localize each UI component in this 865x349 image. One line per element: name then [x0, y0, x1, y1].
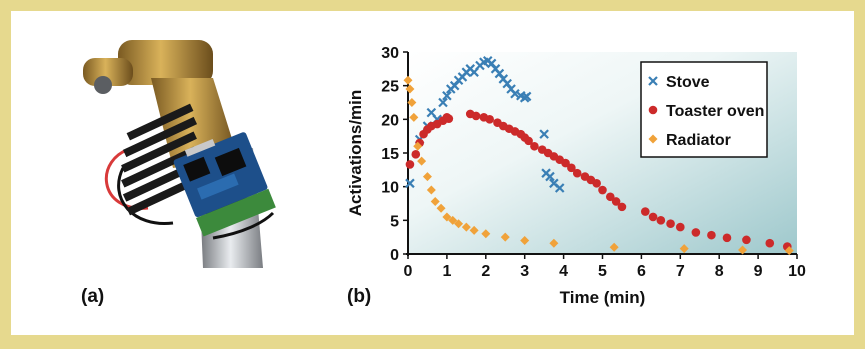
legend-marker-toaster-oven	[648, 105, 658, 115]
radiator-point	[407, 98, 417, 107]
toaster-oven-point	[742, 235, 751, 245]
x-tick-label: 10	[788, 263, 806, 280]
x-tick-label: 1	[442, 263, 451, 280]
radiator-point	[413, 141, 423, 151]
radiator-point	[405, 84, 415, 94]
x-tick-label: 0	[404, 263, 413, 280]
panel-a-label: (a)	[81, 286, 105, 307]
radiator-point	[409, 112, 419, 122]
toaster-oven-point	[572, 168, 582, 178]
radiator-point	[436, 203, 446, 213]
legend-label-stove: Stove	[666, 74, 710, 91]
y-axis-label: Activations/min	[346, 90, 365, 217]
toaster-oven-point	[605, 192, 615, 202]
sensor-board-on-pipe-photo	[83, 40, 276, 268]
x-tick-label: 9	[754, 263, 763, 280]
radiator-point	[442, 212, 452, 222]
toaster-oven-point	[471, 111, 481, 121]
x-tick-label: 7	[676, 263, 685, 280]
x-tick-label: 8	[715, 263, 724, 280]
radiator-point	[448, 215, 458, 225]
toaster-oven-point	[765, 238, 775, 248]
toaster-oven-point	[691, 228, 701, 237]
radiator-point	[403, 75, 413, 85]
stove-point	[405, 178, 415, 189]
toaster-oven-point	[640, 207, 650, 216]
radiator-point	[422, 172, 432, 182]
toaster-oven-point	[611, 197, 621, 206]
toaster-oven-point	[411, 150, 421, 159]
x-tick-label: 2	[481, 263, 490, 280]
radiator-point	[481, 229, 491, 239]
legend-label-radiator: Radiator	[666, 132, 731, 149]
radiator-point	[500, 232, 510, 242]
radiator-point	[454, 219, 464, 229]
x-tick-label: 3	[520, 263, 529, 280]
stove-point	[554, 183, 565, 193]
toaster-oven-point	[561, 158, 570, 168]
toaster-oven-point	[617, 202, 627, 212]
legend-marker-stove	[648, 76, 658, 86]
radiator-point	[417, 156, 427, 166]
toaster-oven-point	[666, 219, 675, 228]
toaster-oven-point	[444, 114, 454, 123]
radiator-point	[679, 244, 689, 254]
radiator-point	[784, 246, 794, 256]
toaster-oven-point	[598, 185, 607, 195]
y-tick-label: 30	[381, 45, 399, 62]
toaster-oven-point	[707, 230, 716, 240]
toaster-oven-point	[722, 233, 732, 243]
toaster-oven-point	[676, 222, 685, 232]
toaster-oven-point	[656, 216, 666, 225]
radiator-point	[426, 185, 436, 195]
x-tick-label: 6	[637, 263, 646, 280]
panel-b-label: (b)	[347, 286, 372, 307]
stove-point	[442, 90, 452, 101]
y-tick-label: 15	[381, 146, 399, 163]
radiator-point	[549, 238, 559, 248]
x-tick-label: 4	[559, 263, 568, 280]
x-axis-label: Time (min)	[560, 288, 646, 307]
y-tick-label: 25	[381, 79, 399, 96]
radiator-point	[461, 222, 471, 232]
toaster-oven-point	[530, 141, 539, 151]
stove-point	[521, 91, 532, 102]
x-tick-label: 5	[598, 263, 607, 280]
legend-label-toaster-oven: Toaster oven	[666, 103, 764, 120]
series-radiator	[403, 75, 794, 256]
radiator-point	[469, 225, 479, 235]
toaster-oven-point	[592, 179, 601, 188]
stove-point	[545, 171, 555, 182]
legend-marker-radiator	[648, 134, 658, 144]
y-tick-label: 20	[381, 112, 399, 129]
radiator-point	[520, 236, 530, 246]
legend-box	[640, 61, 768, 158]
series-stove	[405, 55, 565, 193]
stove-point	[438, 97, 448, 108]
toaster-oven-point	[485, 115, 494, 124]
toaster-oven-point	[524, 136, 533, 146]
radiator-point	[609, 242, 619, 252]
y-tick-label: 0	[390, 247, 399, 264]
toaster-oven-point	[648, 212, 658, 222]
toaster-oven-point	[405, 160, 415, 169]
y-tick-label: 5	[390, 213, 399, 230]
radiator-point	[738, 245, 748, 255]
stove-point	[539, 129, 549, 139]
y-tick-label: 10	[381, 180, 399, 197]
toaster-oven-point	[567, 163, 576, 173]
radiator-point	[430, 196, 440, 206]
series-toaster-oven	[405, 109, 792, 251]
